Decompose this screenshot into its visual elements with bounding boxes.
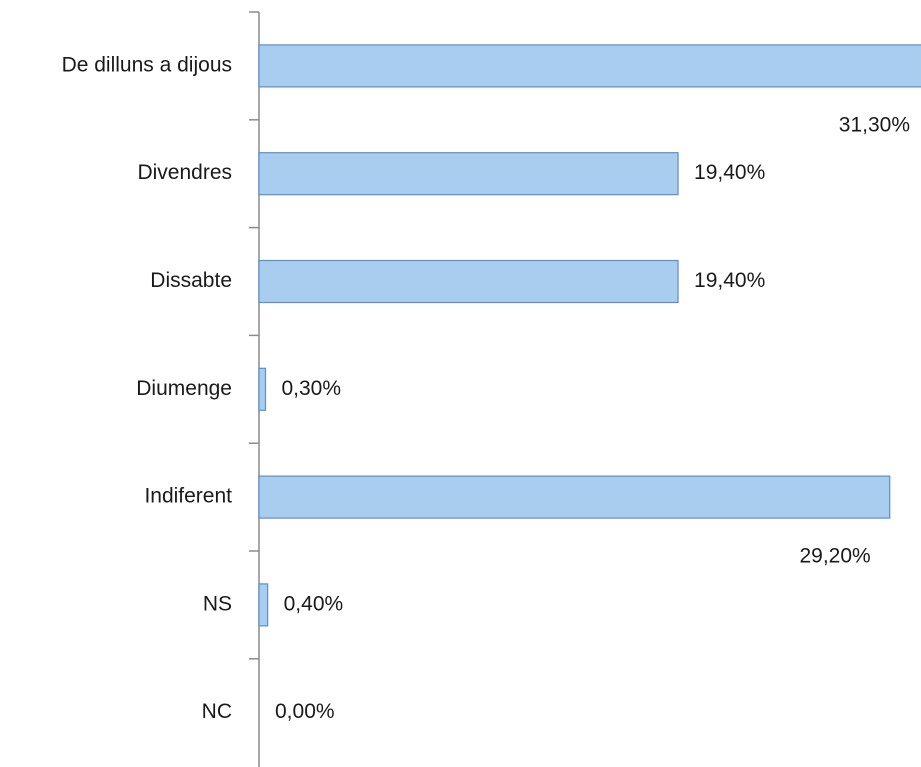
- value-label: 19,40%: [694, 161, 765, 184]
- category-label: NS: [203, 592, 232, 615]
- bar: [258, 152, 679, 196]
- bar: [258, 367, 267, 411]
- category-label: Diumenge: [136, 377, 232, 400]
- category-label: Divendres: [137, 161, 232, 184]
- bar: [258, 259, 679, 304]
- bar: [258, 475, 891, 519]
- category-label: De dilluns a dijous: [62, 53, 232, 76]
- category-label: Indiferent: [144, 485, 232, 508]
- value-label: 29,20%: [799, 545, 870, 568]
- value-label: 19,40%: [694, 269, 765, 292]
- bar: [258, 583, 269, 627]
- category-label: NC: [202, 700, 232, 723]
- value-label: 0,00%: [275, 700, 335, 723]
- value-label: 0,40%: [284, 592, 344, 615]
- bar: [258, 44, 921, 88]
- value-label: 0,30%: [281, 377, 341, 400]
- value-label: 31,30%: [839, 113, 910, 136]
- category-label: Dissabte: [150, 269, 232, 292]
